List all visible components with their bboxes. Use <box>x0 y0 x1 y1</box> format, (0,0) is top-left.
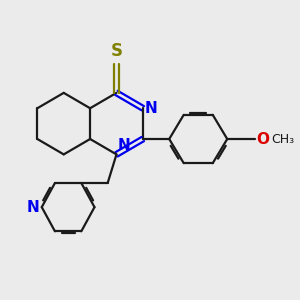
Text: N: N <box>118 138 130 153</box>
Text: N: N <box>27 200 40 214</box>
Text: O: O <box>257 131 270 146</box>
Text: CH₃: CH₃ <box>272 133 295 146</box>
Text: N: N <box>145 101 158 116</box>
Text: S: S <box>110 42 122 60</box>
